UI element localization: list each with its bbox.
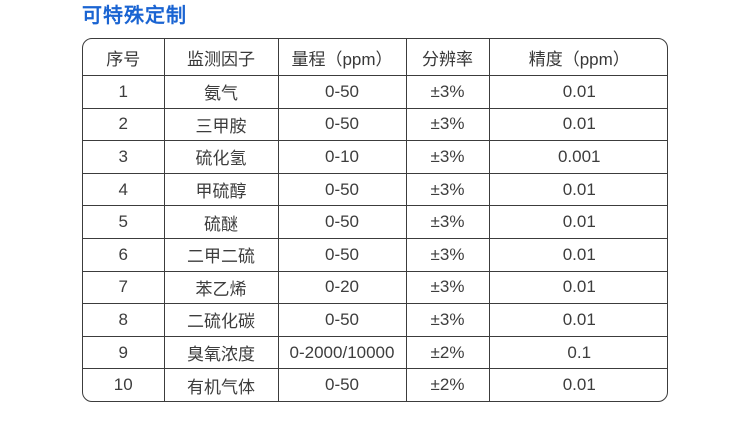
cell-accuracy: 0.01 — [489, 75, 667, 109]
cell-range: 0-50 — [278, 205, 407, 239]
col-header-range: 量程（ppm） — [278, 39, 407, 76]
table-header-row: 序号 监测因子 量程（ppm） 分辨率 精度（ppm） — [83, 39, 667, 76]
col-header-resolution: 分辨率 — [406, 39, 490, 76]
cell-accuracy: 0.01 — [489, 173, 667, 207]
cell-index: 4 — [83, 173, 165, 207]
cell-accuracy: 0.01 — [489, 303, 667, 337]
spec-table-container: 序号 监测因子 量程（ppm） 分辨率 精度（ppm） 1 氨气 0-50 ±3… — [82, 38, 668, 402]
cell-range: 0-50 — [278, 368, 407, 401]
cell-index: 7 — [83, 271, 165, 305]
cell-range: 0-50 — [278, 173, 407, 207]
cell-range: 0-2000/10000 — [278, 336, 407, 370]
cell-range: 0-50 — [278, 75, 407, 109]
cell-factor: 氨气 — [164, 75, 279, 109]
cell-range: 0-50 — [278, 303, 407, 337]
table-row: 10 有机气体 0-50 ±2% 0.01 — [83, 368, 667, 401]
col-header-factor: 监测因子 — [164, 39, 279, 76]
table-header: 序号 监测因子 量程（ppm） 分辨率 精度（ppm） — [83, 39, 667, 76]
table-row: 2 三甲胺 0-50 ±3% 0.01 — [83, 108, 667, 142]
col-header-accuracy: 精度（ppm） — [489, 39, 667, 76]
section-title: 可特殊定制 — [82, 5, 187, 27]
cell-resolution: ±3% — [406, 173, 490, 207]
col-header-index: 序号 — [83, 39, 165, 76]
cell-index: 5 — [83, 205, 165, 239]
table-row: 3 硫化氢 0-10 ±3% 0.001 — [83, 140, 667, 174]
cell-index: 10 — [83, 368, 165, 401]
cell-index: 3 — [83, 140, 165, 174]
table-row: 5 硫醚 0-50 ±3% 0.01 — [83, 205, 667, 239]
table-row: 1 氨气 0-50 ±3% 0.01 — [83, 75, 667, 109]
table-row: 6 二甲二硫 0-50 ±3% 0.01 — [83, 238, 667, 272]
cell-factor: 三甲胺 — [164, 108, 279, 142]
cell-accuracy: 0.001 — [489, 140, 667, 174]
cell-index: 2 — [83, 108, 165, 142]
cell-accuracy: 0.01 — [489, 205, 667, 239]
cell-resolution: ±3% — [406, 108, 490, 142]
cell-factor: 硫醚 — [164, 205, 279, 239]
cell-range: 0-20 — [278, 271, 407, 305]
cell-resolution: ±3% — [406, 140, 490, 174]
cell-accuracy: 0.01 — [562, 375, 596, 395]
cell-factor: 甲硫醇 — [164, 173, 279, 207]
cell-accuracy: 0.01 — [489, 271, 667, 305]
cell-range: 0-50 — [278, 238, 407, 272]
table-row: 8 二硫化碳 0-50 ±3% 0.01 — [83, 303, 667, 337]
cell-range: 0-10 — [278, 140, 407, 174]
cell-accuracy: 0.01 — [489, 108, 667, 142]
cell-range: 0-50 — [278, 108, 407, 142]
cell-resolution: ±3% — [406, 205, 490, 239]
cell-factor: 有机气体 — [164, 368, 279, 401]
cell-factor: 二硫化碳 — [164, 303, 279, 337]
cell-resolution: ±3% — [406, 238, 490, 272]
table-row: 9 臭氧浓度 0-2000/10000 ±2% 0.1 — [83, 336, 667, 370]
cell-index: 9 — [83, 336, 165, 370]
cell-index: 1 — [83, 75, 165, 109]
cell-factor: 硫化氢 — [164, 140, 279, 174]
cell-factor: 苯乙烯 — [164, 271, 279, 305]
cell-index: 6 — [83, 238, 165, 272]
cell-resolution: ±2% — [406, 368, 490, 401]
spec-table: 序号 监测因子 量程（ppm） 分辨率 精度（ppm） 1 氨气 0-50 ±3… — [83, 39, 667, 401]
cell-factor: 臭氧浓度 — [164, 336, 279, 370]
cell-resolution: ±3% — [406, 75, 490, 109]
table-row: 7 苯乙烯 0-20 ±3% 0.01 — [83, 271, 667, 305]
cell-accuracy: 0.1 — [489, 336, 667, 370]
cell-factor: 二甲二硫 — [164, 238, 279, 272]
cell-accuracy: 0.01 — [489, 238, 667, 272]
table-row: 4 甲硫醇 0-50 ±3% 0.01 — [83, 173, 667, 207]
cell-index: 8 — [83, 303, 165, 337]
cell-resolution: ±3% — [406, 271, 490, 305]
cell-resolution: ±2% — [406, 336, 490, 370]
table-body: 1 氨气 0-50 ±3% 0.01 2 三甲胺 0-50 ±3% 0.01 3… — [83, 75, 667, 401]
cell-resolution: ±3% — [406, 303, 490, 337]
